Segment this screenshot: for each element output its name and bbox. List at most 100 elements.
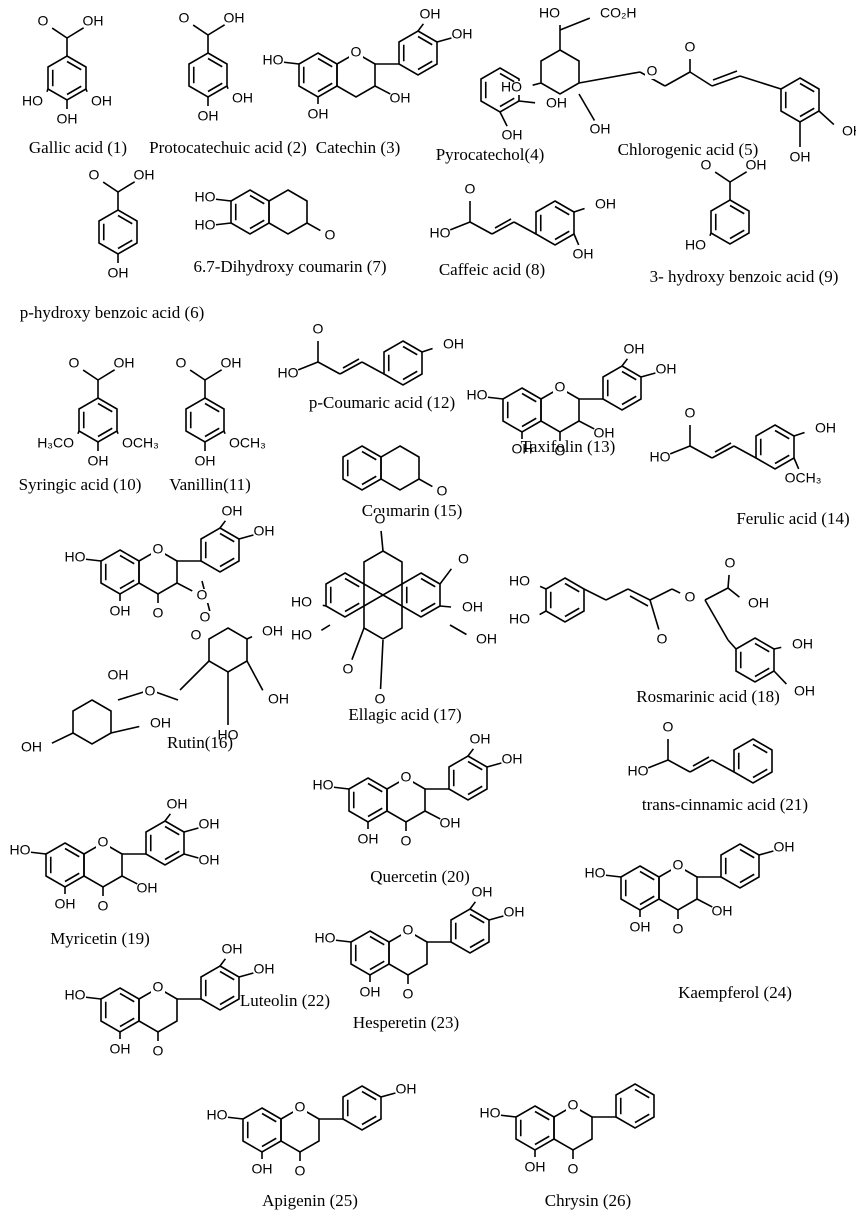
atom-backdrop [723, 557, 737, 571]
bond [119, 1017, 135, 1028]
atom-label: O [176, 355, 187, 371]
bond [246, 660, 264, 691]
ring [242, 1107, 282, 1153]
atom-label: O [465, 181, 476, 197]
atom-backdrop [91, 455, 105, 469]
bond [380, 530, 384, 552]
atom-label: O [153, 1043, 164, 1059]
bond [739, 848, 755, 859]
ring [45, 842, 85, 888]
atom-label: OH [794, 683, 815, 699]
bond [436, 37, 452, 43]
ring [200, 965, 240, 1011]
atom-backdrop [683, 407, 697, 421]
ring [78, 397, 118, 443]
bond [417, 35, 433, 46]
bond [578, 93, 596, 121]
ring [268, 189, 308, 235]
atom-label: O [403, 922, 414, 938]
bond [818, 110, 835, 126]
atom-backdrop [60, 113, 74, 127]
atom-label: OH [198, 108, 219, 124]
ring [98, 209, 138, 255]
atom-label: OH [114, 355, 135, 371]
bond [554, 205, 570, 216]
atom-backdrop [151, 981, 165, 995]
atom-label: OH [420, 6, 441, 22]
atom-label: HO [65, 549, 86, 565]
atom-backdrop [576, 248, 590, 262]
compound-name: Quercetin (20) [370, 867, 470, 886]
ring [398, 30, 438, 76]
bond [711, 759, 735, 773]
bond [564, 582, 580, 593]
atom-backdrop [68, 551, 82, 565]
bond [469, 913, 485, 924]
atom-backdrop [318, 932, 332, 946]
ring [755, 424, 795, 470]
bond [486, 762, 502, 768]
bond [361, 1115, 377, 1126]
atom-label: O [568, 1097, 579, 1113]
bond [207, 57, 223, 68]
ring [363, 594, 403, 640]
bond [634, 1088, 650, 1099]
bond [449, 624, 467, 636]
bond [374, 85, 391, 95]
bond [164, 850, 180, 861]
bond [219, 532, 235, 543]
bond [367, 782, 383, 793]
atom-backdrop [137, 169, 151, 183]
ring [540, 49, 580, 95]
atom-label: HO [263, 52, 284, 68]
bond [469, 901, 477, 910]
atom-backdrop [373, 513, 387, 527]
bond [704, 599, 729, 641]
atom-label: OH [790, 149, 811, 165]
ring [350, 930, 390, 976]
bond [227, 1116, 244, 1120]
ring [383, 340, 423, 386]
ring [188, 52, 228, 98]
atom-label: O [351, 44, 362, 60]
bond [513, 221, 537, 235]
atom-backdrop [593, 123, 607, 137]
atom-backdrop [835, 125, 849, 139]
bond [627, 588, 651, 601]
compound-name: Kaempferol (24) [678, 983, 792, 1002]
atom-backdrop [653, 451, 667, 465]
bond [249, 219, 265, 230]
atom-backdrop [401, 988, 415, 1002]
ring [72, 699, 112, 745]
atom-label: OH [262, 623, 283, 639]
atom-backdrop [174, 357, 188, 371]
atom-backdrop [455, 601, 469, 615]
bond [367, 807, 383, 818]
atom-backdrop [36, 95, 50, 109]
bond [226, 85, 229, 90]
bond [793, 431, 805, 437]
atom-backdrop [210, 1109, 224, 1123]
bond [51, 27, 68, 39]
atom-label: O [401, 769, 412, 785]
bond [164, 813, 172, 822]
bond [219, 970, 235, 981]
bond [369, 960, 385, 971]
compound-name: Luteolin (22) [240, 991, 330, 1010]
atom-label: HO [467, 387, 488, 403]
atom-backdrop [463, 183, 477, 197]
bond [361, 450, 377, 461]
bond [317, 361, 341, 375]
atom-backdrop [115, 437, 129, 451]
bond [64, 847, 80, 858]
bond [402, 370, 418, 381]
bond [261, 1112, 277, 1123]
atom-backdrop [505, 753, 519, 767]
atom-backdrop [143, 685, 157, 699]
atom-backdrop [515, 443, 529, 457]
bond [664, 71, 691, 87]
atom-label: OH [594, 425, 615, 441]
bond [420, 577, 436, 588]
bond [238, 972, 254, 978]
atom-label: OH [199, 816, 220, 832]
